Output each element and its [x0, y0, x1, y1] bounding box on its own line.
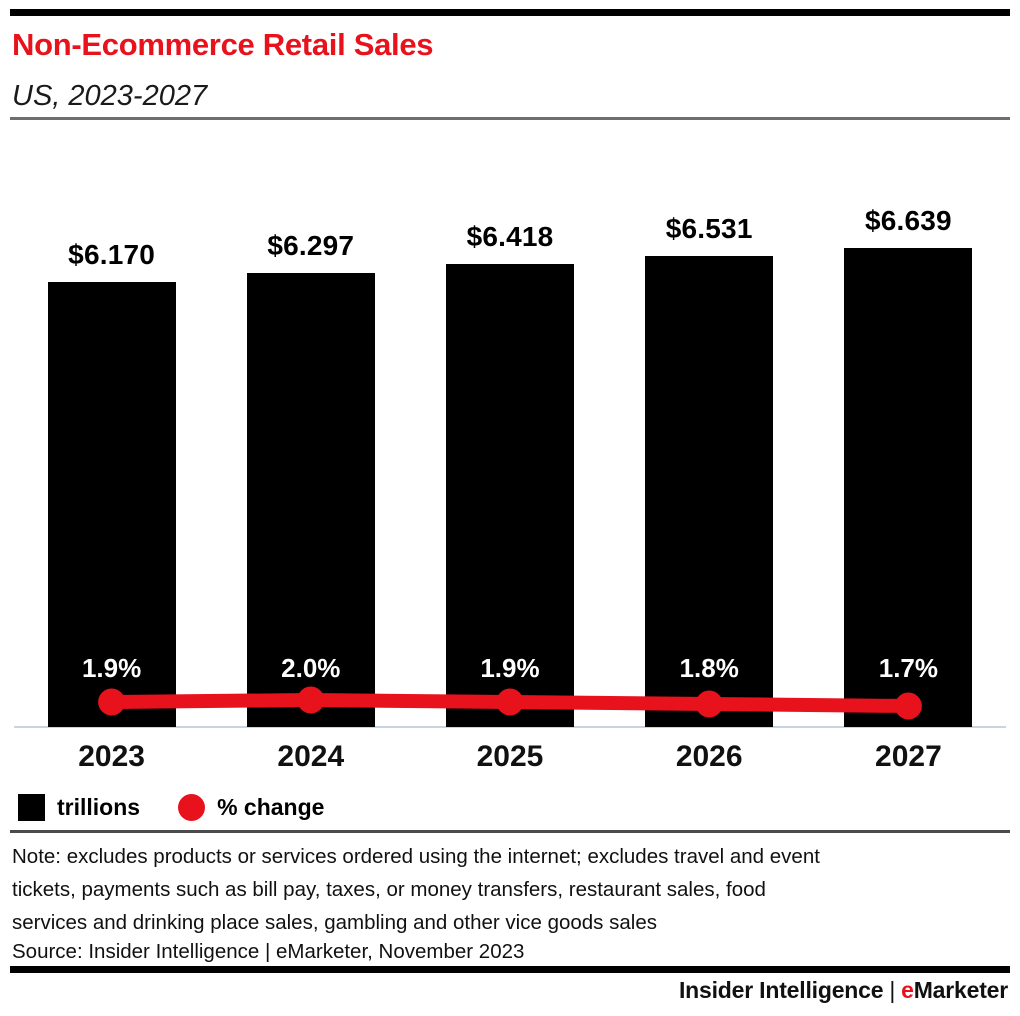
- pct-change-label-2024: 2.0%: [281, 653, 341, 683]
- footer-brand: Insider Intelligence | eMarketer: [679, 977, 1008, 1004]
- footer-brand-left: Insider Intelligence: [678, 977, 884, 1003]
- footer-divider-bar: [10, 966, 1010, 973]
- top-divider-bar: [10, 9, 1010, 16]
- header-divider: [10, 117, 1010, 120]
- x-axis-label-2023: 2023: [78, 740, 145, 773]
- chart-subtitle: US, 2023-2027: [12, 80, 208, 112]
- legend-swatch-trillions-icon: [18, 793, 45, 821]
- x-axis-label-2024: 2024: [277, 740, 345, 773]
- pct-change-dot-2023: [98, 688, 126, 716]
- pct-change-label-2025: 1.9%: [480, 653, 540, 683]
- bar-value-label-2023: $6.170: [68, 239, 156, 270]
- pct-change-line-layer: [98, 686, 922, 720]
- bar-2027: [844, 248, 973, 727]
- chart-title: Non-Ecommerce Retail Sales: [12, 27, 434, 62]
- legend-label-pct-change: % change: [217, 793, 325, 820]
- x-axis-line: [14, 726, 1006, 728]
- note-divider: [10, 830, 1010, 833]
- footer-brand-separator: |: [889, 977, 896, 1003]
- bar-value-label-2025: $6.418: [466, 221, 554, 252]
- bar-2026: [645, 256, 774, 727]
- note-text: Note: excludes products or services orde…: [12, 845, 820, 934]
- bar-line-chart: $6.170 1.9% 2023 $6.297 2.0% 2024 $6.418 1.9% 20…: [12, 140, 1008, 780]
- footer-brand-marketer: Marketer: [913, 977, 1008, 1003]
- x-axis-label-2026: 2026: [675, 740, 743, 773]
- bar-2023: [47, 282, 176, 727]
- pct-change-dot-2024: [297, 686, 325, 714]
- pct-change-label-2023: 1.9%: [81, 653, 142, 683]
- legend-marker-pct-change-icon: [178, 793, 206, 821]
- footer-brand-emarketer: eMarketer: [901, 977, 1008, 1003]
- x-axis-label-2025: 2025: [476, 740, 544, 773]
- footer-brand-e: e: [901, 977, 914, 1003]
- pct-change-label-2027: 1.7%: [878, 653, 939, 683]
- bar-2025: [446, 264, 574, 727]
- bar-value-label-2027: $6.639: [864, 205, 952, 236]
- source-text: Source: Insider Intelligence | eMarketer…: [12, 940, 525, 963]
- pct-change-dot-2027: [894, 692, 922, 720]
- bar-value-label-2026: $6.531: [665, 213, 753, 244]
- bar-value-label-2024: $6.297: [267, 230, 355, 261]
- chart-legend: trillions % change: [18, 792, 324, 822]
- pct-change-label-2026: 1.8%: [679, 653, 739, 683]
- legend-label-trillions: trillions: [57, 793, 141, 820]
- bar-2024: [246, 273, 375, 727]
- pct-change-dot-2026: [695, 690, 723, 718]
- pct-change-dot-2025: [496, 688, 524, 716]
- x-axis-label-2027: 2027: [875, 740, 942, 773]
